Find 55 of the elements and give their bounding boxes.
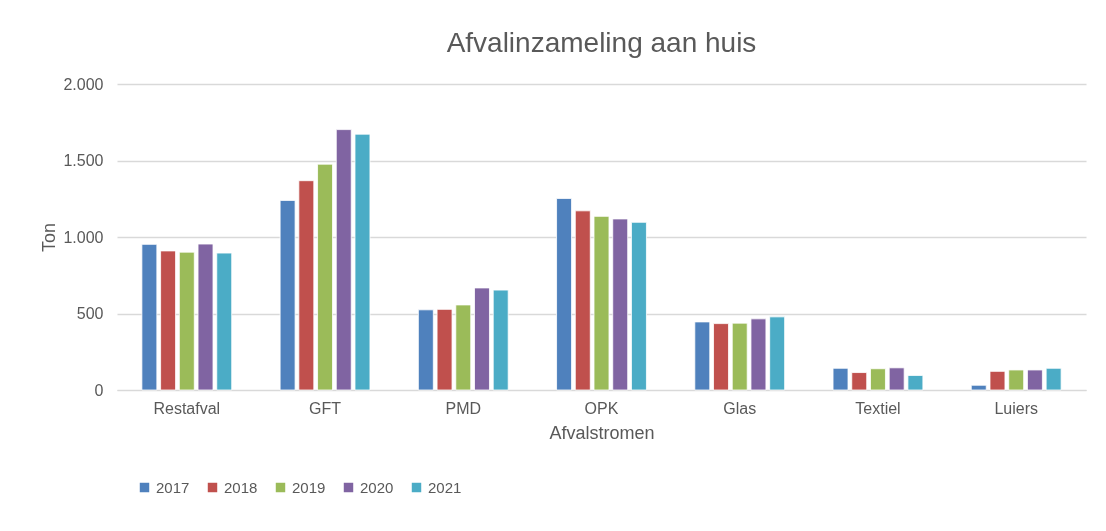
y-tick-label: 500	[76, 305, 104, 322]
x-tick-label: Restafval	[153, 399, 221, 417]
legend-label: 2017	[156, 478, 190, 496]
bar	[178, 251, 195, 391]
y-tick-label: 1.000	[63, 228, 104, 246]
bar	[556, 198, 572, 391]
x-axis-title: Afvalstromen	[549, 422, 655, 443]
bar	[436, 308, 453, 391]
y-tick-label: 0	[94, 381, 104, 399]
bar	[593, 215, 610, 391]
x-tick-label: Luiers	[994, 399, 1038, 417]
bar	[750, 318, 767, 391]
bar	[631, 221, 647, 391]
bar	[417, 309, 434, 391]
bar	[851, 372, 868, 391]
bar	[870, 368, 886, 391]
bar	[216, 252, 233, 391]
bar	[694, 321, 711, 391]
legend-label: 2018	[224, 478, 258, 496]
bar	[989, 370, 1006, 391]
x-tick-label: Textiel	[855, 399, 901, 417]
legend-label: 2019	[292, 478, 326, 496]
bar	[317, 163, 333, 391]
bar	[492, 289, 509, 391]
x-tick-label: PMD	[445, 399, 482, 417]
bar	[731, 322, 748, 391]
bar	[197, 243, 214, 391]
bar	[907, 375, 924, 391]
legend-label: 2020	[360, 478, 394, 496]
bar	[574, 210, 591, 391]
x-tick-label: GFT	[309, 399, 342, 417]
chart-title: Afvalinzameling aan huis	[446, 27, 757, 58]
bar	[970, 384, 987, 391]
bar	[832, 367, 849, 391]
bar	[474, 287, 490, 391]
bar	[1008, 369, 1025, 391]
bar	[141, 243, 158, 391]
bar	[298, 180, 315, 391]
x-tick-label: OPK	[584, 399, 619, 417]
bar	[769, 316, 786, 391]
bar	[279, 200, 296, 391]
bar	[713, 323, 729, 391]
bar	[354, 133, 371, 391]
bar	[160, 250, 176, 391]
legend-label: 2021	[428, 478, 462, 496]
bar	[335, 129, 352, 391]
bar	[1045, 367, 1062, 391]
bar	[1027, 369, 1043, 391]
bar	[612, 218, 629, 391]
bar	[888, 367, 905, 391]
x-tick-label: Glas	[723, 399, 757, 417]
y-axis-title: Ton	[39, 222, 60, 253]
bar	[455, 304, 472, 391]
y-tick-label: 1.500	[63, 152, 104, 169]
y-tick-label: 2.000	[63, 75, 104, 93]
